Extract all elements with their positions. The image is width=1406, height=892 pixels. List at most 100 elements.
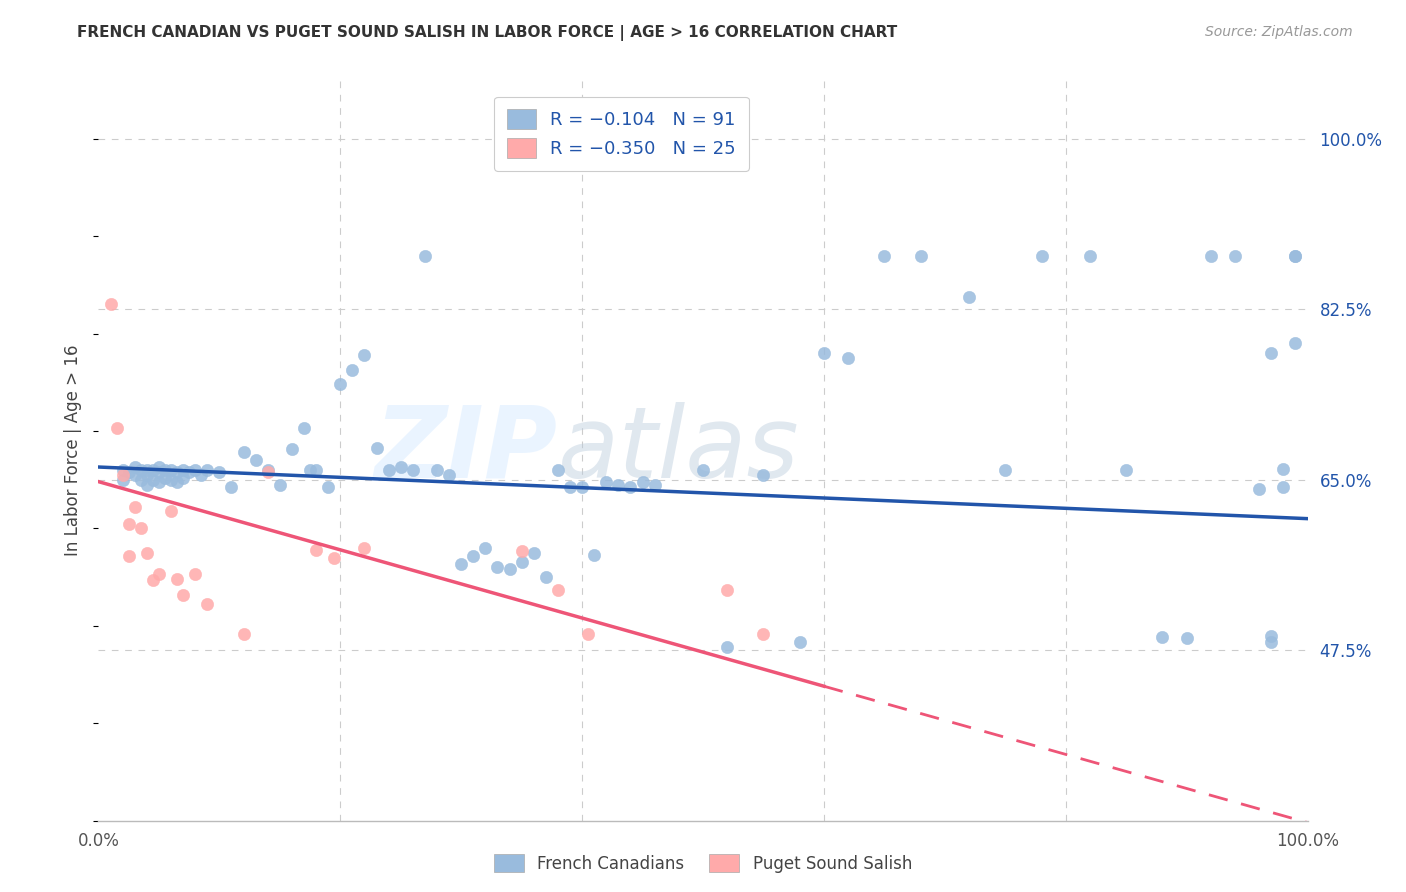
Point bbox=[142, 463, 165, 477]
Point bbox=[232, 445, 254, 459]
Point bbox=[450, 558, 472, 572]
Point bbox=[195, 598, 218, 612]
Point bbox=[523, 546, 546, 560]
Point bbox=[583, 548, 606, 562]
Point bbox=[305, 542, 328, 557]
Point bbox=[377, 463, 399, 477]
Point bbox=[1284, 336, 1306, 351]
Point bbox=[716, 582, 738, 597]
Point bbox=[118, 549, 141, 563]
Point bbox=[329, 377, 352, 392]
Point bbox=[129, 463, 152, 477]
Point bbox=[124, 500, 146, 514]
Point bbox=[837, 351, 859, 365]
Point bbox=[160, 504, 183, 518]
Point bbox=[160, 463, 183, 477]
Point bbox=[437, 467, 460, 482]
Point bbox=[342, 362, 364, 376]
Point bbox=[100, 297, 122, 311]
Point bbox=[595, 475, 617, 489]
Point bbox=[413, 249, 436, 263]
Point bbox=[195, 463, 218, 477]
Point bbox=[172, 463, 194, 477]
Point bbox=[179, 465, 201, 479]
Point bbox=[547, 463, 569, 477]
Point bbox=[299, 463, 322, 477]
Point bbox=[153, 463, 176, 477]
Point bbox=[111, 473, 134, 487]
Point bbox=[1272, 479, 1295, 493]
Point bbox=[1152, 631, 1174, 645]
Point bbox=[1284, 249, 1306, 263]
Point bbox=[426, 463, 449, 477]
Text: atlas: atlas bbox=[558, 402, 800, 499]
Text: ZIP: ZIP bbox=[375, 402, 558, 499]
Point bbox=[1249, 483, 1271, 497]
Point bbox=[160, 473, 183, 487]
Point bbox=[353, 541, 375, 555]
Point bbox=[135, 467, 157, 482]
Point bbox=[142, 573, 165, 587]
Point bbox=[148, 460, 170, 475]
Point bbox=[752, 626, 775, 640]
Legend: R = −0.104   N = 91, R = −0.350   N = 25: R = −0.104 N = 91, R = −0.350 N = 25 bbox=[495, 96, 748, 170]
Point bbox=[813, 346, 835, 360]
Point bbox=[389, 460, 412, 475]
Point bbox=[148, 567, 170, 582]
Point bbox=[124, 467, 146, 482]
Point bbox=[245, 453, 267, 467]
Point bbox=[510, 556, 533, 570]
Point bbox=[910, 249, 932, 263]
Point bbox=[118, 465, 141, 479]
Point bbox=[129, 521, 152, 535]
Point bbox=[281, 442, 304, 456]
Point bbox=[148, 475, 170, 489]
Point bbox=[135, 463, 157, 477]
Point bbox=[1199, 249, 1222, 263]
Point bbox=[1115, 463, 1137, 477]
Point bbox=[474, 541, 496, 555]
Point bbox=[607, 477, 630, 491]
Point bbox=[571, 479, 593, 493]
Point bbox=[256, 465, 278, 479]
Point bbox=[148, 465, 170, 479]
Point bbox=[510, 543, 533, 558]
Point bbox=[1260, 628, 1282, 642]
Point bbox=[1175, 632, 1198, 646]
Point bbox=[172, 471, 194, 485]
Point bbox=[692, 463, 714, 477]
Point bbox=[269, 477, 291, 491]
Y-axis label: In Labor Force | Age > 16: In Labor Force | Age > 16 bbox=[65, 344, 83, 557]
Point bbox=[305, 463, 328, 477]
Point bbox=[486, 560, 509, 574]
Legend: French Canadians, Puget Sound Salish: French Canadians, Puget Sound Salish bbox=[488, 847, 918, 880]
Point bbox=[619, 479, 641, 493]
Point bbox=[292, 421, 315, 435]
Point bbox=[1260, 346, 1282, 360]
Point bbox=[994, 463, 1017, 477]
Point bbox=[135, 546, 157, 560]
Point bbox=[716, 640, 738, 655]
Point bbox=[534, 570, 557, 584]
Point bbox=[353, 348, 375, 362]
Point bbox=[153, 471, 176, 485]
Point bbox=[316, 479, 339, 493]
Point bbox=[129, 473, 152, 487]
Point bbox=[463, 549, 485, 563]
Point bbox=[135, 477, 157, 491]
Point bbox=[366, 441, 388, 455]
Point bbox=[184, 463, 207, 477]
Point bbox=[118, 516, 141, 531]
Point bbox=[1078, 249, 1101, 263]
Point bbox=[558, 479, 581, 493]
Text: Source: ZipAtlas.com: Source: ZipAtlas.com bbox=[1205, 25, 1353, 39]
Point bbox=[232, 626, 254, 640]
Point bbox=[208, 465, 231, 479]
Point bbox=[111, 467, 134, 482]
Point bbox=[402, 463, 425, 477]
Point bbox=[498, 562, 520, 576]
Point bbox=[256, 463, 278, 477]
Point bbox=[1260, 635, 1282, 649]
Point bbox=[142, 473, 165, 487]
Point bbox=[1223, 249, 1246, 263]
